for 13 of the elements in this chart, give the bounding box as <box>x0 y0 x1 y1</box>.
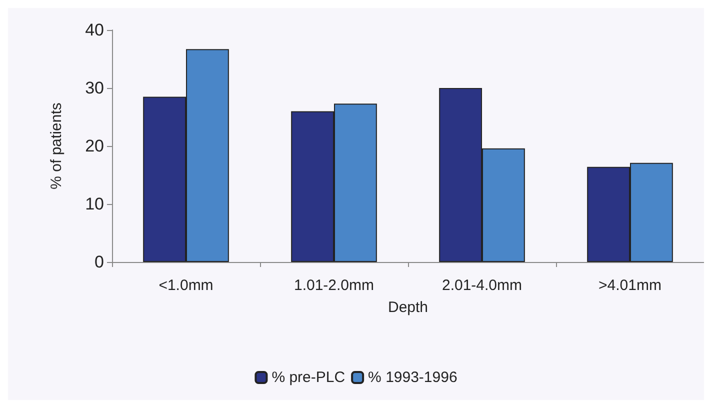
x-axis-title: Depth <box>388 299 428 316</box>
y-tick-label: 30 <box>85 78 104 98</box>
y-tick-label: 10 <box>85 194 104 214</box>
legend-label: % 1993-1996 <box>368 369 458 386</box>
x-tick-label: 2.01-4.0mm <box>442 277 522 294</box>
y-tick-label: 40 <box>85 20 104 40</box>
y-axis-title: % of patients <box>48 102 65 190</box>
x-tick-label: <1.0mm <box>158 277 214 294</box>
x-tick-label: >4.01mm <box>598 277 662 294</box>
x-tick-label: 1.01-2.0mm <box>294 277 374 294</box>
y-tick-label: 20 <box>85 136 104 156</box>
y-tick-label: 0 <box>94 252 104 272</box>
legend-label: % pre-PLC <box>272 369 346 386</box>
